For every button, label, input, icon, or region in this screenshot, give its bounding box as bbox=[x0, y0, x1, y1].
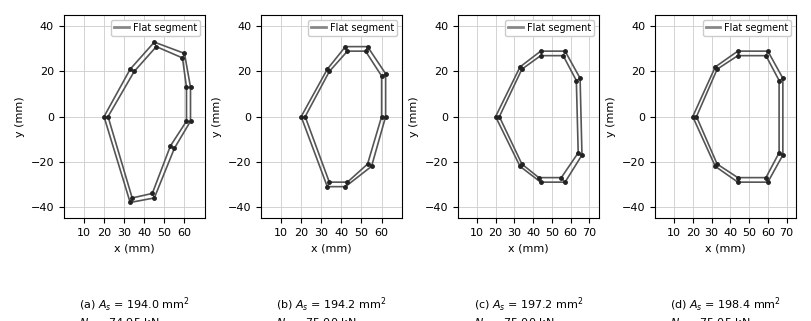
X-axis label: x (mm): x (mm) bbox=[508, 244, 549, 254]
Text: (d) $A_s$ = 198.4 mm$^2$
$N_c$ = 75.05 kN
$N_c/A_s$ = 378.3 MPa: (d) $A_s$ = 198.4 mm$^2$ $N_c$ = 75.05 k… bbox=[670, 296, 781, 321]
Y-axis label: y (mm): y (mm) bbox=[410, 96, 419, 137]
X-axis label: x (mm): x (mm) bbox=[114, 244, 155, 254]
Text: (a) $A_s$ = 194.0 mm$^2$
$N_c$ = 74.95 kN
$N_c/A_s$ = 386.3 MPa: (a) $A_s$ = 194.0 mm$^2$ $N_c$ = 74.95 k… bbox=[79, 296, 190, 321]
Y-axis label: y (mm): y (mm) bbox=[15, 96, 25, 137]
Legend: Flat segment: Flat segment bbox=[505, 20, 594, 36]
Y-axis label: y (mm): y (mm) bbox=[607, 96, 616, 137]
Legend: Flat segment: Flat segment bbox=[702, 20, 792, 36]
X-axis label: x (mm): x (mm) bbox=[706, 244, 746, 254]
Legend: Flat segment: Flat segment bbox=[308, 20, 397, 36]
Y-axis label: y (mm): y (mm) bbox=[212, 96, 222, 137]
X-axis label: x (mm): x (mm) bbox=[311, 244, 352, 254]
Text: (b) $A_s$ = 194.2 mm$^2$
$N_c$ = 75.00 kN
$N_c/A_s$ = 386.2 MPa: (b) $A_s$ = 194.2 mm$^2$ $N_c$ = 75.00 k… bbox=[277, 296, 387, 321]
Legend: Flat segment: Flat segment bbox=[111, 20, 200, 36]
Text: (c) $A_s$ = 197.2 mm$^2$
$N_c$ = 75.00 kN
$N_c/A_s$ = 380.2 MPa: (c) $A_s$ = 197.2 mm$^2$ $N_c$ = 75.00 k… bbox=[474, 296, 583, 321]
